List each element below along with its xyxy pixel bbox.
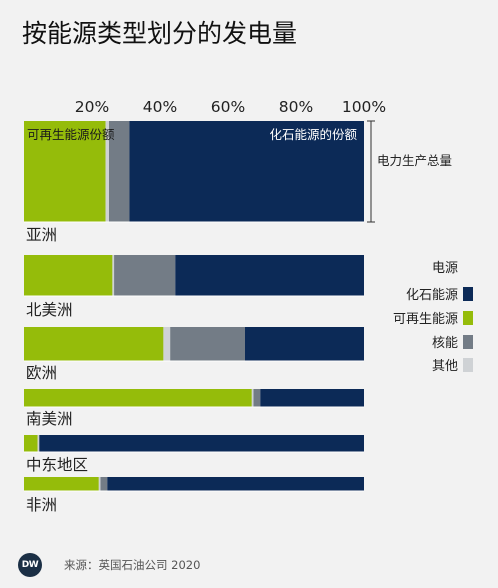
bar-segment-fossil xyxy=(260,389,364,407)
category-label: 南美洲 xyxy=(26,410,73,428)
x-tick-label: 40% xyxy=(143,98,177,116)
chart-title: 按能源类型划分的发电量 xyxy=(22,19,298,48)
bar-segment-other xyxy=(163,327,171,361)
bar-segment-fossil xyxy=(245,327,364,361)
bar-segment-nuclear xyxy=(100,477,108,491)
legend-label: 核能 xyxy=(432,336,458,351)
bar-segment-renewable xyxy=(24,121,106,222)
category-label: 北美洲 xyxy=(26,301,73,319)
bar-segment-fossil xyxy=(175,255,364,296)
x-tick-label: 100% xyxy=(342,98,386,116)
bar-segment-renewable xyxy=(24,389,252,407)
bar-segment-other xyxy=(105,121,109,222)
source-note: 来源：英国石油公司 2020 xyxy=(64,558,201,572)
bar-segment-nuclear xyxy=(170,327,245,361)
bar-segment-renewable xyxy=(24,435,38,452)
dw-logo: DW xyxy=(18,553,42,577)
category-label: 非洲 xyxy=(26,496,57,514)
bar-segment-fossil xyxy=(129,121,364,222)
bar-segment-nuclear xyxy=(109,121,130,222)
legend-label: 可再生能源 xyxy=(393,312,458,327)
legend-swatch-renewable xyxy=(463,311,473,325)
legend-swatch-fossil xyxy=(463,287,473,301)
legend-swatch-other xyxy=(463,358,473,372)
bar-segment-renewable xyxy=(24,327,164,361)
footer: DW 来源：英国石油公司 2020 xyxy=(18,552,200,578)
category-label: 亚洲 xyxy=(26,226,57,244)
bar-segment-renewable xyxy=(24,477,99,491)
bar-segment-fossil xyxy=(39,435,365,452)
renewable-share-annotation: 可再生能源份额 xyxy=(27,127,115,142)
x-tick-label: 20% xyxy=(75,98,109,116)
legend-label: 其他 xyxy=(432,359,458,374)
category-label: 中东地区 xyxy=(26,456,88,474)
total-annotation: 电力生产总量 xyxy=(377,153,452,168)
bar-segment-fossil xyxy=(107,477,365,491)
bar-segment-other xyxy=(37,435,40,452)
bar-segment-other xyxy=(98,477,101,491)
category-label: 欧洲 xyxy=(26,364,57,382)
x-tick-label: 80% xyxy=(279,98,313,116)
bar-segment-other xyxy=(112,255,115,296)
legend-title: 电源 xyxy=(432,261,458,276)
bar-segment-other xyxy=(251,389,254,407)
x-tick-label: 60% xyxy=(211,98,245,116)
legend-swatch-nuclear xyxy=(463,335,473,349)
bar-segment-nuclear xyxy=(114,255,176,296)
bar-segment-nuclear xyxy=(253,389,261,407)
legend-label: 化石能源 xyxy=(406,288,458,303)
bar-segment-renewable xyxy=(24,255,113,296)
fossil-share-annotation: 化石能源的份额 xyxy=(269,127,357,142)
